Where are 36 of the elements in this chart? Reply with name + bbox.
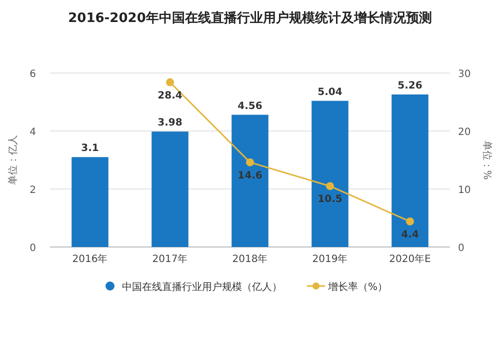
data-label: 28.4: [158, 90, 182, 102]
y2-tick-label: 30: [458, 69, 471, 80]
data-label: 10.5: [318, 194, 342, 206]
data-label: 5.04: [318, 86, 342, 98]
x-tick-label: 2017年: [152, 253, 188, 265]
data-label: 4.56: [238, 100, 262, 112]
bar: [72, 157, 108, 247]
y-tick-label: 6: [30, 69, 36, 80]
y2-tick-label: 20: [458, 127, 471, 138]
y2-axis-title: 单位：%: [481, 140, 493, 180]
y-tick-label: 0: [30, 243, 36, 254]
y-axis-title: 单位：亿人: [7, 135, 19, 185]
data-label: 3.98: [158, 118, 182, 129]
data-label: 3.1: [81, 143, 99, 154]
data-label: 5.26: [398, 80, 422, 92]
data-label: 4.4: [401, 229, 419, 240]
point: [406, 217, 414, 226]
x-tick-label: 2016年: [72, 253, 108, 265]
point: [166, 78, 174, 86]
y-tick-label: 2: [30, 185, 36, 196]
bar: [232, 114, 268, 247]
bar: [152, 132, 188, 247]
x-tick-label: 2020年E: [389, 253, 431, 265]
legend-label: 中国在线直播行业用户规模（亿人）: [122, 281, 282, 293]
legend-label: 增长率（%）: [327, 281, 388, 293]
data-label: 14.6: [238, 170, 262, 182]
point: [326, 182, 334, 190]
x-tick-label: 2019年: [312, 253, 348, 265]
y2-tick-label: 0: [458, 243, 464, 254]
y-tick-label: 4: [30, 127, 36, 138]
bar: [312, 100, 348, 247]
x-tick-label: 2018年: [232, 253, 268, 265]
point: [246, 158, 254, 166]
y2-tick-label: 10: [458, 185, 471, 196]
bar: [392, 94, 428, 247]
chart-title: 2016-2020年中国在线直播行业用户规模统计及增长情况预测: [68, 10, 432, 26]
